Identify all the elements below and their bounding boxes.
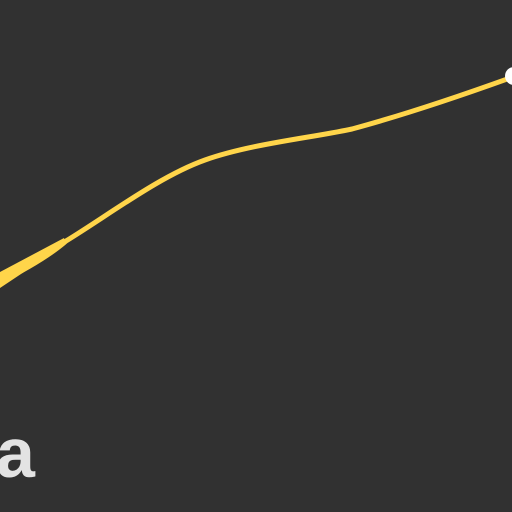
curve-end-knob[interactable] [505,67,512,85]
curve-line[interactable] [0,75,512,285]
large-letter-label: a [0,414,35,492]
